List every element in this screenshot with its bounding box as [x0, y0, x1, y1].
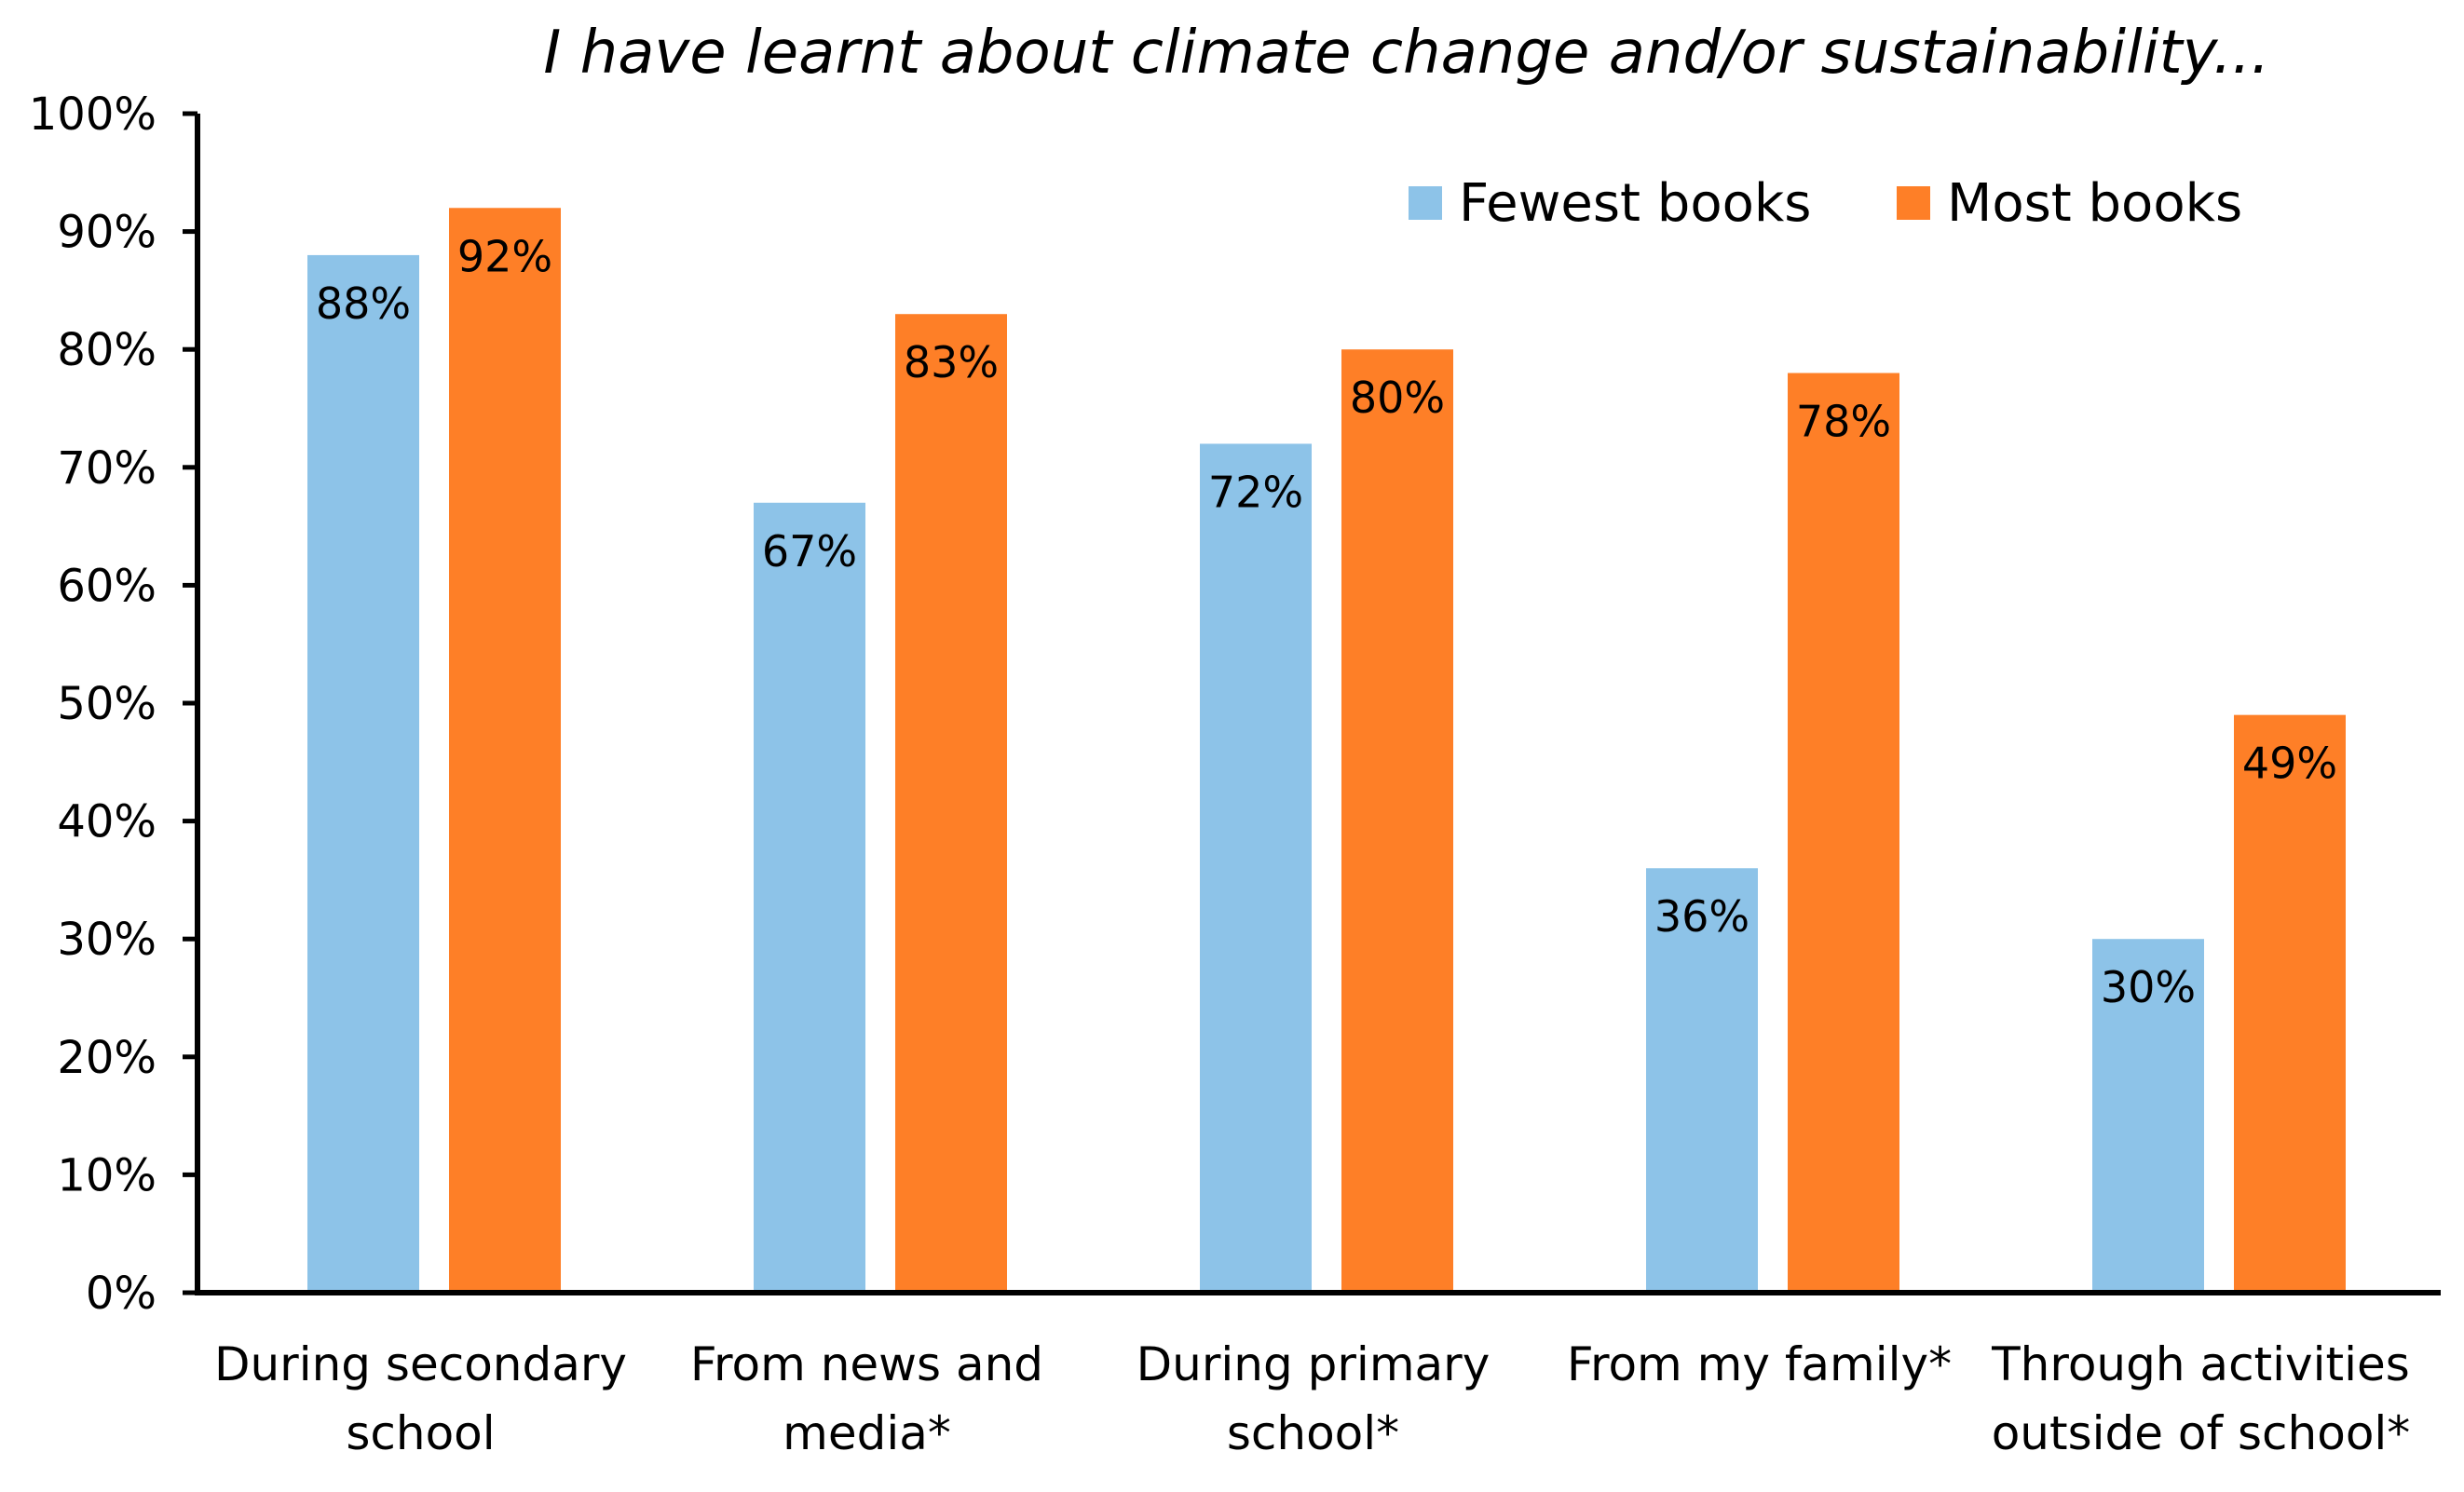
data-label: 80%	[1350, 373, 1445, 423]
bar-fewest-books	[1200, 443, 1312, 1294]
y-tick-label: 90%	[57, 207, 157, 259]
data-label: 36%	[1654, 891, 1749, 942]
y-tick-label: 70%	[57, 442, 157, 495]
bar-most-books	[449, 208, 561, 1293]
x-category-label: During primary school*	[1137, 1337, 1491, 1460]
data-label: 49%	[2242, 739, 2337, 789]
y-tick-label: 60%	[57, 560, 157, 612]
x-category-label: From news and media*	[690, 1337, 1043, 1460]
bar-most-books	[2234, 714, 2346, 1293]
bar-fewest-books	[754, 502, 865, 1293]
y-tick-label: 30%	[57, 914, 157, 966]
bar-fewest-books	[1646, 868, 1758, 1293]
x-category-label: During secondary school	[214, 1337, 627, 1460]
legend: Fewest books Most books	[1409, 173, 2242, 234]
x-category-label: Through activities outside of school*	[1991, 1337, 2410, 1460]
y-tick-label: 80%	[57, 324, 157, 376]
chart-title: I have learnt about climate change and/o…	[543, 19, 2269, 88]
legend-swatch	[1409, 186, 1442, 220]
data-labels: 88% 67% 72% 36% 30% 92% 83% 80% 78% 49%	[316, 231, 2337, 1012]
x-axis: During secondary school From news and media…	[195, 1290, 2441, 1460]
legend-swatch	[1897, 186, 1930, 220]
data-label: 67%	[762, 526, 857, 576]
x-category-label: From my family*	[1567, 1337, 1952, 1391]
bar-fewest-books	[2092, 939, 2204, 1293]
y-tick-label: 0%	[86, 1268, 157, 1320]
y-tick-label: 50%	[57, 678, 157, 730]
data-label: 88%	[316, 278, 411, 329]
data-label: 83%	[904, 337, 999, 387]
bar-most-books	[1788, 373, 1899, 1293]
bar-fewest-books	[307, 254, 419, 1293]
y-tick-label: 40%	[57, 796, 157, 848]
y-axis: 0% 10% 20% 30% 40% 50% 60% 70% 80% 90% 100%	[29, 88, 200, 1320]
data-label: 72%	[1208, 467, 1303, 517]
data-label: 92%	[457, 231, 552, 281]
y-tick-label: 20%	[57, 1032, 157, 1084]
bar-most-books	[1341, 349, 1453, 1293]
data-label: 78%	[1796, 397, 1891, 447]
data-label: 30%	[2101, 962, 2196, 1012]
bars	[307, 208, 2346, 1294]
legend-label: Most books	[1947, 173, 2242, 234]
legend-label: Fewest books	[1459, 173, 1811, 234]
bar-most-books	[895, 314, 1007, 1294]
y-tick-label: 10%	[57, 1149, 157, 1201]
y-tick-label: 100%	[29, 88, 157, 141]
